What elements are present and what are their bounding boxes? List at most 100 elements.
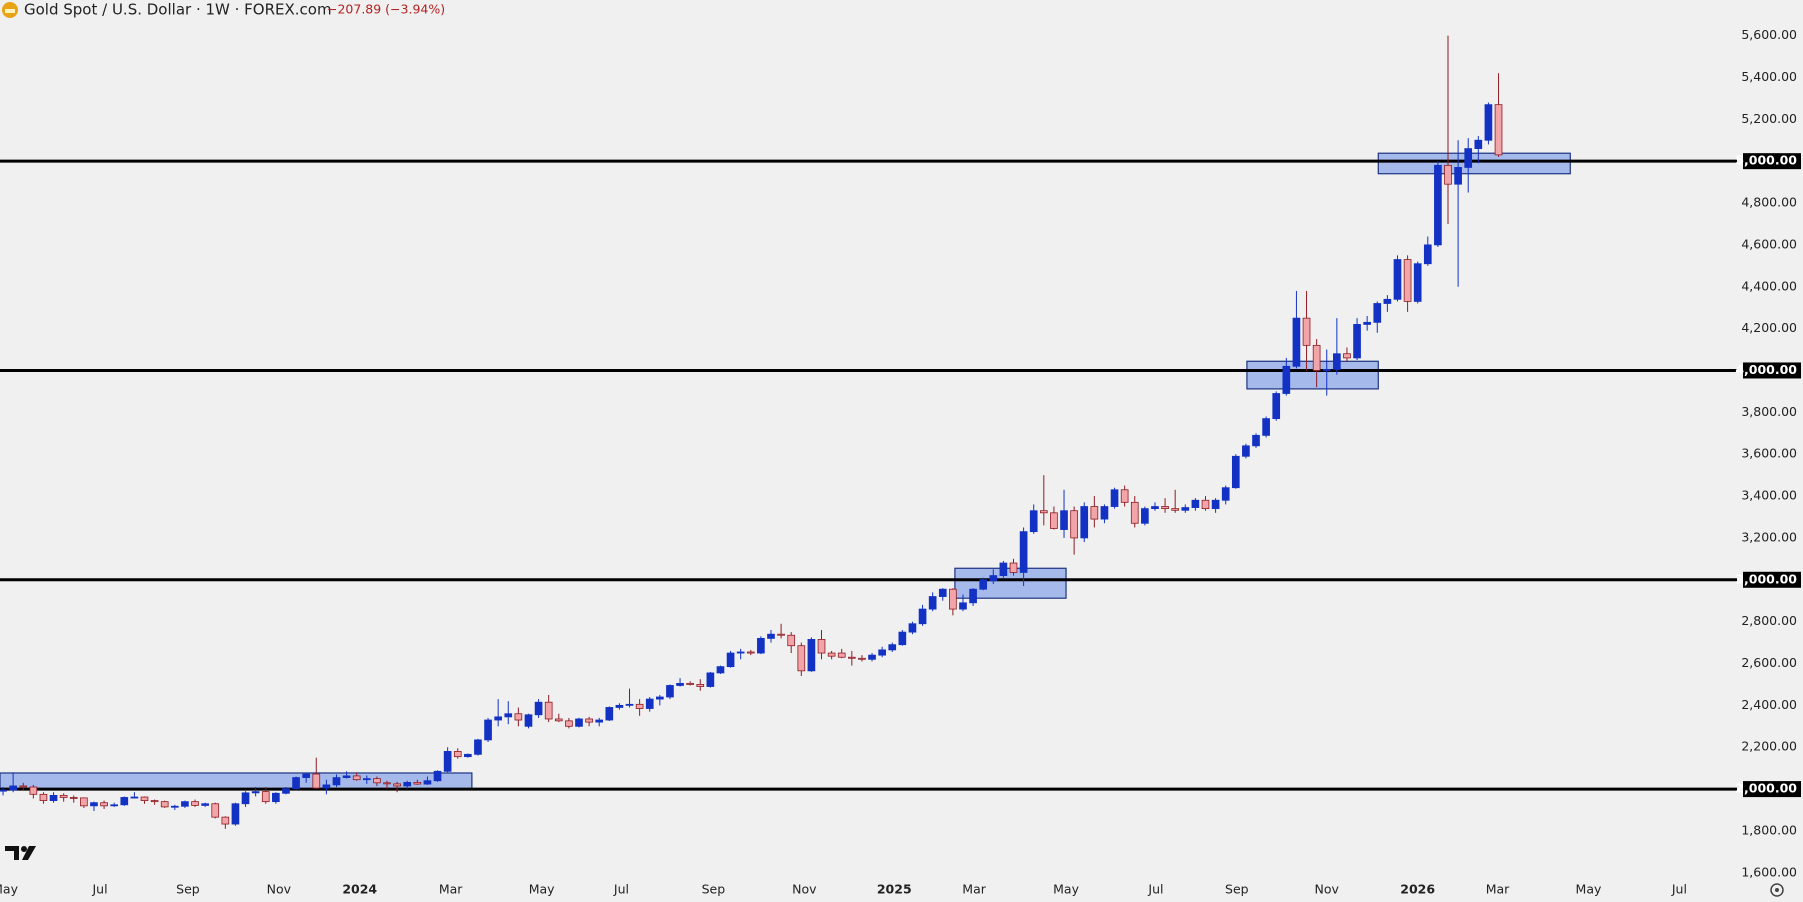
- y-tick-label: 2,200.00: [1741, 739, 1797, 754]
- candle-body: [1292, 317, 1301, 367]
- y-tick-label: 4,600.00: [1741, 236, 1797, 251]
- candle-body: [170, 805, 179, 808]
- y-tick-label: 3,400.00: [1741, 488, 1797, 503]
- candle-body: [1333, 353, 1341, 370]
- x-tick-label: May: [1053, 882, 1079, 897]
- candle-body: [524, 714, 533, 727]
- candle-body: [19, 785, 28, 788]
- candle-body: [403, 781, 412, 787]
- candle-body: [373, 778, 381, 784]
- candle-body: [464, 753, 472, 758]
- candle-body: [90, 802, 98, 807]
- candle-body: [474, 739, 482, 755]
- candle-body: [807, 639, 816, 672]
- y-tick-label: 4,000.00: [1735, 362, 1797, 377]
- candle-body: [1080, 506, 1089, 539]
- candle-body: [1141, 508, 1149, 524]
- x-tick-label: Sep: [176, 882, 200, 897]
- candle-body: [625, 703, 634, 706]
- gear: [1770, 883, 1784, 897]
- candle-body: [352, 775, 361, 781]
- candle-body: [1373, 303, 1382, 323]
- candle-body: [868, 654, 876, 660]
- y-tick-label: 4,200.00: [1741, 320, 1797, 335]
- candle-body: [949, 588, 957, 610]
- candle-body: [272, 792, 280, 803]
- logo[interactable]: [5, 846, 36, 860]
- candle-body: [39, 793, 48, 802]
- candle-body: [59, 794, 68, 798]
- y-tick-label: 3,600.00: [1741, 446, 1797, 461]
- candle-body: [1363, 321, 1372, 325]
- x-tick-label: Mar: [1486, 882, 1510, 897]
- candle-body: [1353, 324, 1361, 359]
- candle-body: [261, 791, 270, 803]
- y-tick-label: 3,200.00: [1741, 529, 1797, 544]
- candle-body: [959, 602, 967, 610]
- candle-body: [231, 803, 240, 825]
- candle-body: [1151, 506, 1159, 510]
- candle-body: [1090, 506, 1099, 520]
- candle-body: [736, 651, 745, 654]
- candle-body: [706, 672, 715, 687]
- candle-body: [1413, 263, 1422, 302]
- x-tick-label: Jul: [1671, 882, 1687, 897]
- level-tag: [1743, 362, 1801, 379]
- candle-body: [1231, 455, 1240, 489]
- candle-body: [423, 780, 432, 785]
- candle-body: [1312, 344, 1321, 371]
- price-change[interactable]: −207.89 (−3.94%): [327, 2, 445, 17]
- candle-body: [1050, 512, 1058, 529]
- candle-body: [554, 718, 563, 722]
- icon-bar: [5, 9, 15, 13]
- candle-body: [696, 684, 705, 687]
- x-tick-label: Nov: [1315, 882, 1340, 897]
- candle-body: [938, 588, 947, 597]
- candle-body: [1444, 164, 1452, 185]
- candle-body: [1434, 164, 1442, 246]
- candle-body: [898, 631, 907, 646]
- zone: [1377, 152, 1571, 175]
- logo-mark: [5, 846, 19, 860]
- candle-body: [585, 718, 593, 723]
- candle-body: [635, 703, 644, 709]
- candle-body: [332, 777, 341, 786]
- candle-body: [918, 608, 927, 625]
- y-tick-label: 5,400.00: [1741, 69, 1797, 84]
- candle-body: [69, 797, 78, 799]
- x-tick-label: Nov: [267, 882, 292, 897]
- candle-body: [322, 784, 331, 789]
- candle-body: [1120, 489, 1129, 503]
- candle-body: [686, 682, 694, 685]
- candle-body: [1130, 501, 1139, 524]
- y-tick-label: 5,600.00: [1741, 27, 1797, 42]
- chart-title: Gold Spot / U.S. Dollar · 1W · FOREX.com: [24, 1, 332, 19]
- candle-body: [544, 701, 553, 720]
- candle-body: [130, 796, 139, 799]
- candle-body: [716, 666, 725, 674]
- candle-body: [1474, 139, 1483, 150]
- candle-body: [1100, 506, 1109, 520]
- candle-body: [1393, 259, 1402, 300]
- candle-body: [837, 652, 846, 658]
- candle-body: [1302, 317, 1311, 346]
- candle-body: [595, 719, 604, 723]
- x-tick-label: Sep: [702, 882, 726, 897]
- candle-body: [746, 651, 755, 654]
- candle-body: [150, 800, 159, 803]
- zone: [0, 772, 473, 790]
- candle-body: [383, 782, 391, 785]
- x-tick-label: May: [529, 882, 555, 897]
- candle-body: [847, 656, 856, 659]
- candle-body: [160, 801, 169, 808]
- candle-body: [514, 713, 523, 721]
- candle-body: [797, 645, 806, 672]
- candle-body: [120, 797, 129, 806]
- candle-body: [1322, 369, 1331, 371]
- candle-body: [888, 644, 897, 651]
- candle-body: [1454, 167, 1462, 185]
- settings-icon[interactable]: [1770, 883, 1784, 897]
- candle-body: [666, 685, 674, 698]
- level-tag: [1743, 571, 1801, 588]
